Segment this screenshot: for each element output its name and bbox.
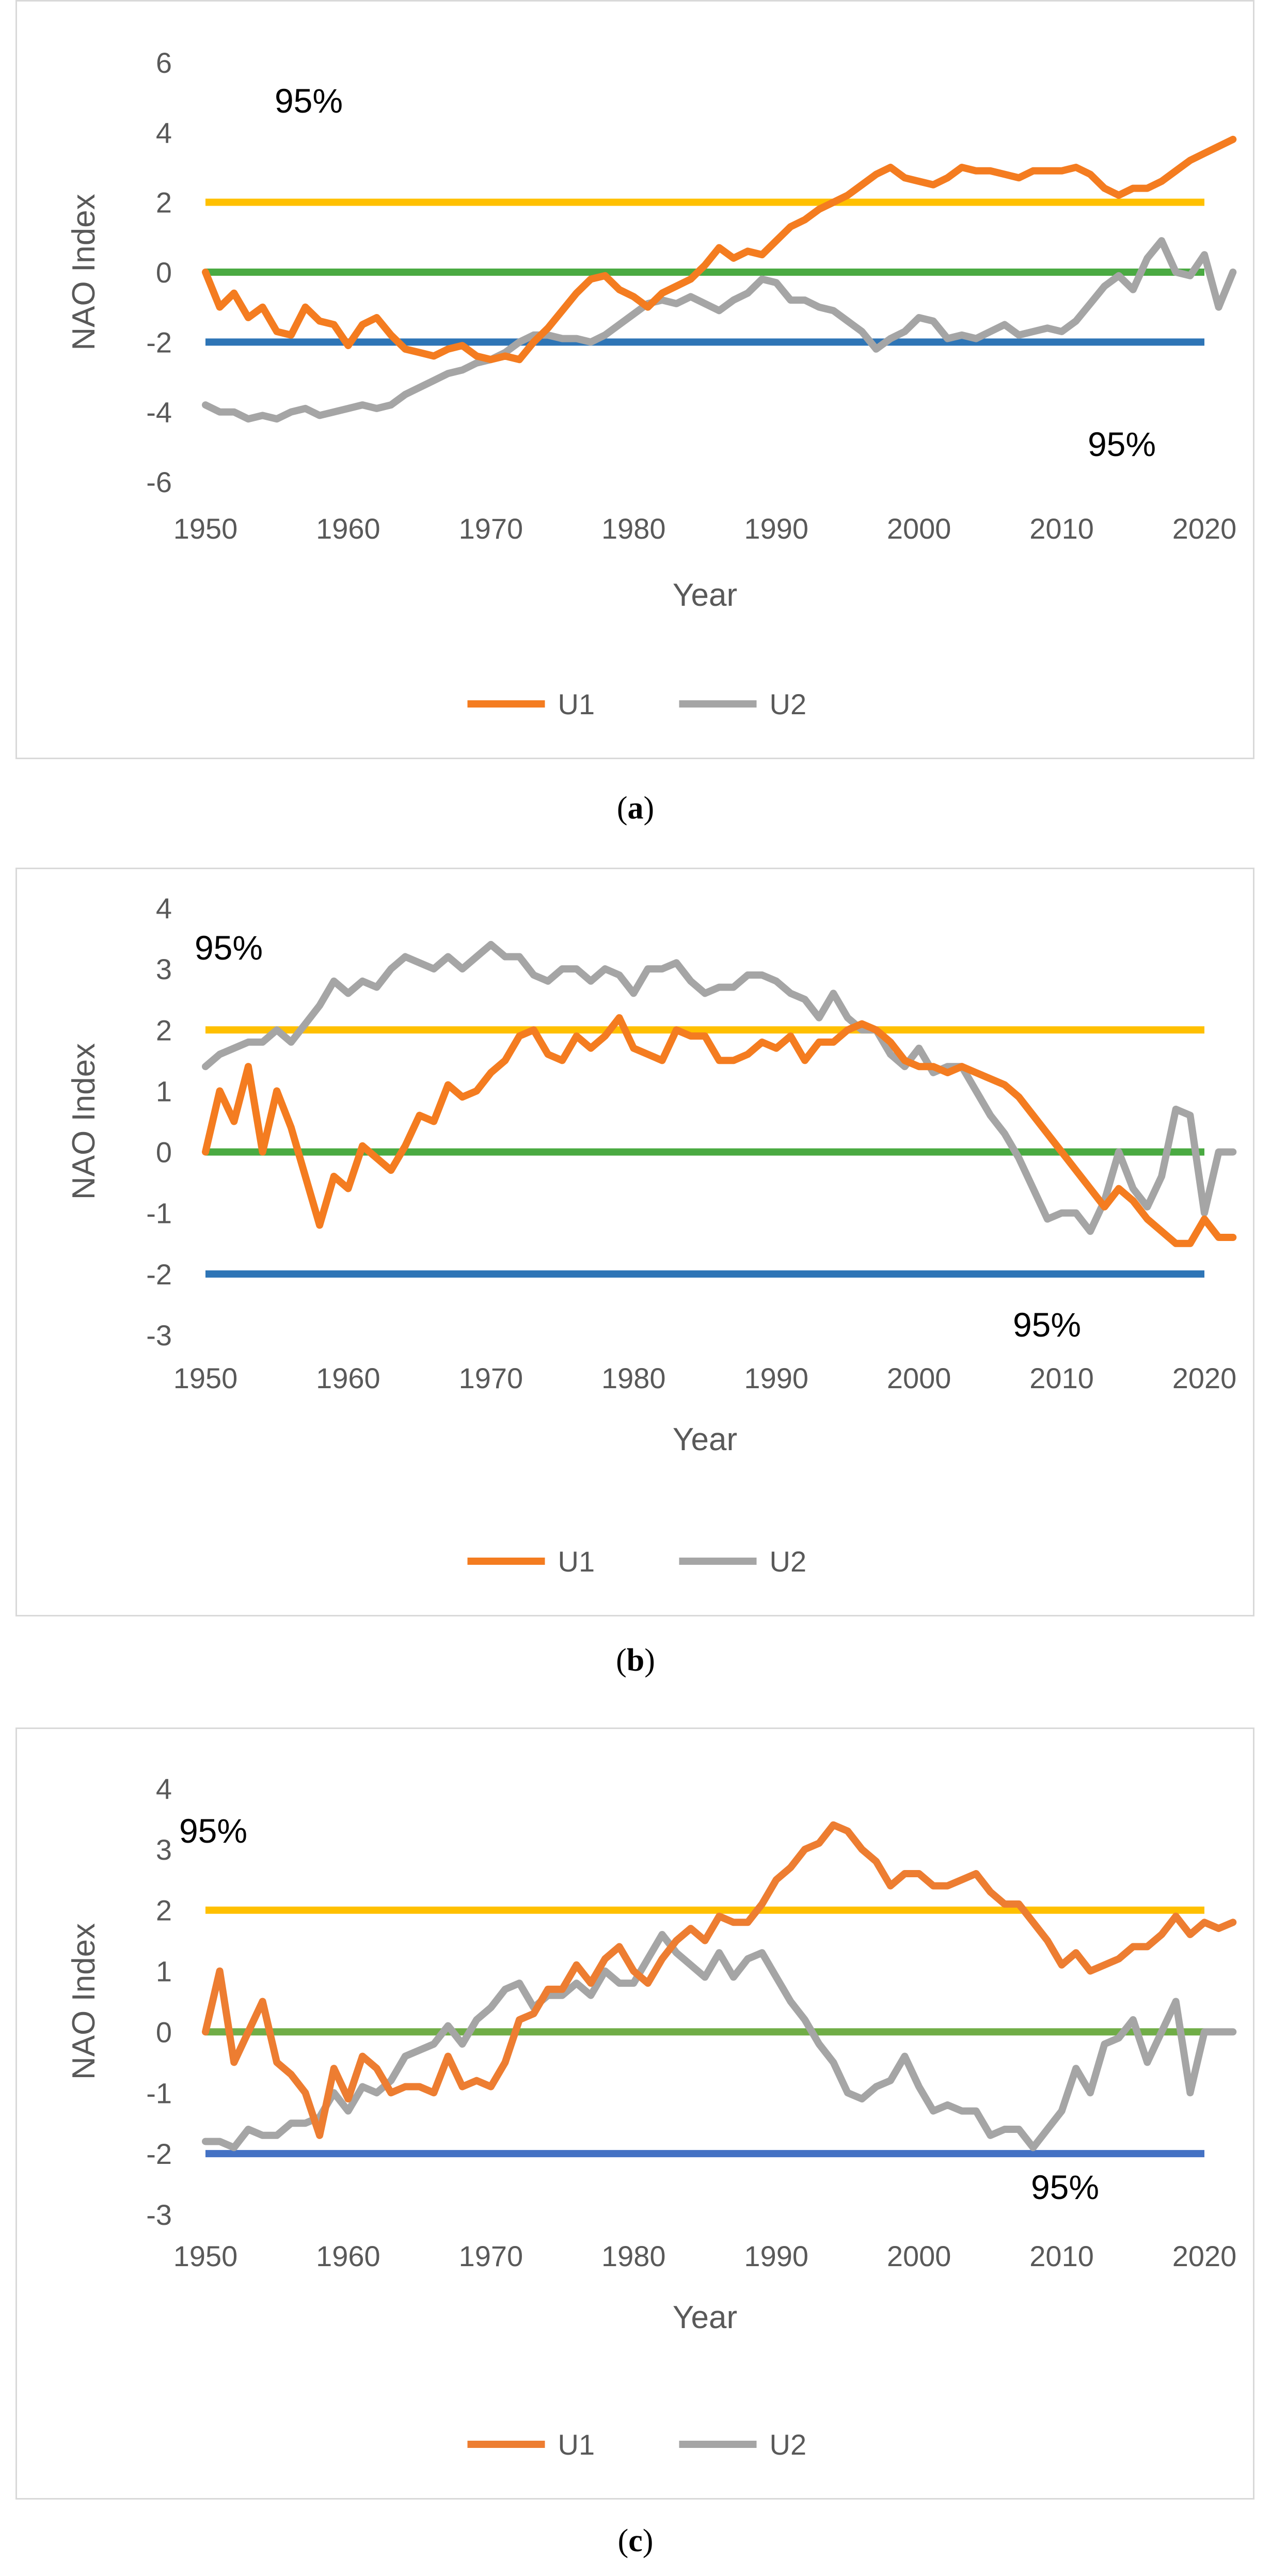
y-tick-label: 2 bbox=[156, 186, 172, 219]
caption-letter-c: c bbox=[628, 2523, 643, 2558]
y-axis-title: NAO Index bbox=[66, 1923, 102, 2080]
x-tick-label: 2000 bbox=[887, 1362, 951, 1394]
x-tick-label: 1980 bbox=[601, 1362, 666, 1394]
y-tick-label: 2 bbox=[156, 1014, 172, 1046]
x-tick-label: 1950 bbox=[173, 512, 238, 545]
x-tick-label: 1990 bbox=[744, 2240, 808, 2272]
x-tick-label: 1970 bbox=[459, 1362, 523, 1394]
y-tick-label: -3 bbox=[146, 2198, 172, 2231]
series-line-u1 bbox=[202, 1821, 1237, 2139]
x-tick-label: 2010 bbox=[1029, 512, 1094, 545]
y-tick-label: -2 bbox=[146, 326, 172, 358]
x-tick-label: 2010 bbox=[1029, 2240, 1094, 2272]
y-tick-label: -1 bbox=[146, 2077, 172, 2109]
y-tick-label: 0 bbox=[156, 1136, 172, 1169]
annotation-95: 95% bbox=[1013, 1306, 1081, 1344]
x-tick-label: 1970 bbox=[459, 512, 523, 545]
x-tick-label: 2010 bbox=[1029, 1362, 1094, 1394]
y-tick-label: 1 bbox=[156, 1955, 172, 1988]
x-tick-label: 1960 bbox=[316, 2240, 380, 2272]
series-line-u2 bbox=[202, 1930, 1237, 2151]
x-axis-title: Year bbox=[673, 577, 737, 613]
y-tick-label: 2 bbox=[156, 1894, 172, 1927]
caption-letter-b: b bbox=[626, 1643, 645, 1678]
x-tick-label: 2020 bbox=[1172, 1362, 1237, 1394]
caption-letter-a: a bbox=[627, 791, 644, 826]
y-tick-label: 4 bbox=[156, 1772, 172, 1805]
series-line-u2 bbox=[202, 940, 1237, 1235]
caption-c: (c) bbox=[617, 2523, 654, 2558]
legend-label: U2 bbox=[770, 1545, 807, 1578]
y-tick-label: 3 bbox=[156, 953, 172, 985]
y-tick-label: -2 bbox=[146, 2138, 172, 2170]
y-tick-label: -3 bbox=[146, 1319, 172, 1352]
y-tick-label: -1 bbox=[146, 1197, 172, 1230]
x-tick-label: 2020 bbox=[1172, 2240, 1237, 2272]
x-tick-label: 1990 bbox=[744, 1362, 808, 1394]
series-line-u2 bbox=[202, 237, 1237, 423]
y-tick-label: 4 bbox=[156, 116, 172, 149]
annotation-95: 95% bbox=[195, 929, 263, 967]
x-axis-title: Year bbox=[673, 1422, 737, 1457]
y-tick-label: 0 bbox=[156, 256, 172, 289]
chart-panel-c: 4 3 2 1 0 -1 -2 -3 1950 1960 1970 1980 1990 2000 2010 2… bbox=[15, 1727, 1254, 2500]
x-tick-label: 1970 bbox=[459, 2240, 523, 2272]
x-tick-label: 2000 bbox=[887, 512, 951, 545]
x-tick-label: 1960 bbox=[316, 1362, 380, 1394]
x-tick-label: 1980 bbox=[601, 512, 666, 545]
y-tick-label: -4 bbox=[146, 396, 172, 429]
x-tick-label: 1950 bbox=[173, 2240, 238, 2272]
series-line-u1 bbox=[202, 135, 1237, 364]
y-tick-label: -2 bbox=[146, 1258, 172, 1291]
x-tick-label: 1990 bbox=[744, 512, 808, 545]
x-tick-label: 1950 bbox=[173, 1362, 238, 1394]
y-tick-label: 0 bbox=[156, 2016, 172, 2048]
legend-label: U2 bbox=[770, 2428, 807, 2461]
annotation-95: 95% bbox=[1031, 2168, 1099, 2206]
y-axis-title: NAO Index bbox=[66, 1043, 102, 1200]
x-tick-label: 1960 bbox=[316, 512, 380, 545]
caption-b: (b) bbox=[616, 1643, 655, 1678]
chart-panel-a: 6 4 2 0 -2 -4 -6 1950 1960 1970 1980 1990 2000 2010 20… bbox=[15, 0, 1254, 759]
y-tick-label: 1 bbox=[156, 1075, 172, 1107]
series-line-u1 bbox=[202, 1014, 1237, 1247]
legend-label: U1 bbox=[558, 688, 595, 720]
legend-label: U1 bbox=[558, 2428, 595, 2461]
y-tick-label: -6 bbox=[146, 466, 172, 498]
chart-panel-b: 4 3 2 1 0 -1 -2 -3 1950 1960 1970 1980 1990 2000 2010 2… bbox=[15, 868, 1254, 1616]
x-axis-title: Year bbox=[673, 2300, 737, 2335]
y-tick-label: 3 bbox=[156, 1833, 172, 1866]
annotation-95: 95% bbox=[1088, 425, 1156, 463]
annotation-95: 95% bbox=[275, 82, 343, 120]
y-axis-title: NAO Index bbox=[66, 194, 102, 350]
legend-label: U2 bbox=[770, 688, 807, 720]
y-tick-label: 4 bbox=[156, 892, 172, 924]
y-tick-label: 6 bbox=[156, 46, 172, 79]
legend-label: U1 bbox=[558, 1545, 595, 1578]
x-tick-label: 2000 bbox=[887, 2240, 951, 2272]
caption-a: (a) bbox=[616, 791, 655, 826]
x-tick-label: 2020 bbox=[1172, 512, 1237, 545]
annotation-95: 95% bbox=[179, 1812, 247, 1850]
x-tick-label: 1980 bbox=[601, 2240, 666, 2272]
